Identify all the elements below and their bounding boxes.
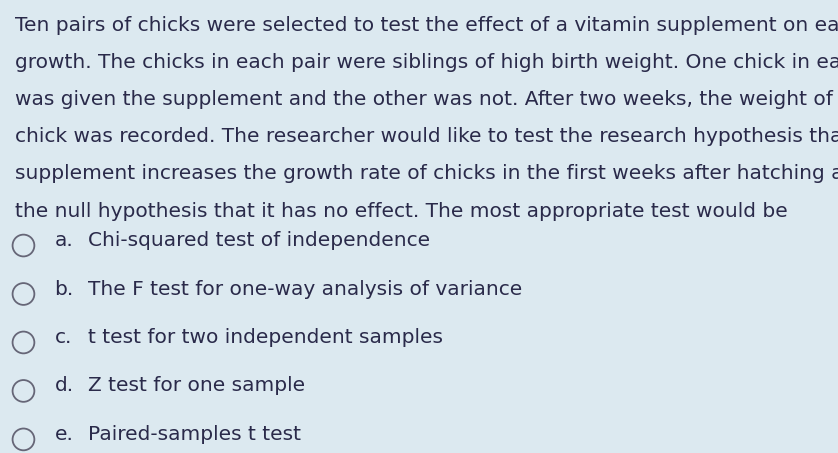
Text: Paired-samples t test: Paired-samples t test <box>88 425 301 444</box>
Text: b.: b. <box>54 280 74 299</box>
Text: a.: a. <box>54 231 73 250</box>
Text: supplement increases the growth rate of chicks in the first weeks after hatching: supplement increases the growth rate of … <box>15 164 838 183</box>
Text: c.: c. <box>54 328 72 347</box>
Text: t test for two independent samples: t test for two independent samples <box>88 328 443 347</box>
Text: d.: d. <box>54 376 74 395</box>
Text: Z test for one sample: Z test for one sample <box>88 376 305 395</box>
Text: the null hypothesis that it has no effect. The most appropriate test would be: the null hypothesis that it has no effec… <box>15 202 788 221</box>
Text: The F test for one-way analysis of variance: The F test for one-way analysis of varia… <box>88 280 522 299</box>
Text: Chi-squared test of independence: Chi-squared test of independence <box>88 231 430 250</box>
Text: growth. The chicks in each pair were siblings of high birth weight. One chick in: growth. The chicks in each pair were sib… <box>15 53 838 72</box>
Text: Ten pairs of chicks were selected to test the effect of a vitamin supplement on : Ten pairs of chicks were selected to tes… <box>15 16 838 35</box>
Text: chick was recorded. The researcher would like to test the research hypothesis th: chick was recorded. The researcher would… <box>15 127 838 146</box>
Text: was given the supplement and the other was not. After two weeks, the weight of e: was given the supplement and the other w… <box>15 90 838 109</box>
Text: e.: e. <box>54 425 74 444</box>
